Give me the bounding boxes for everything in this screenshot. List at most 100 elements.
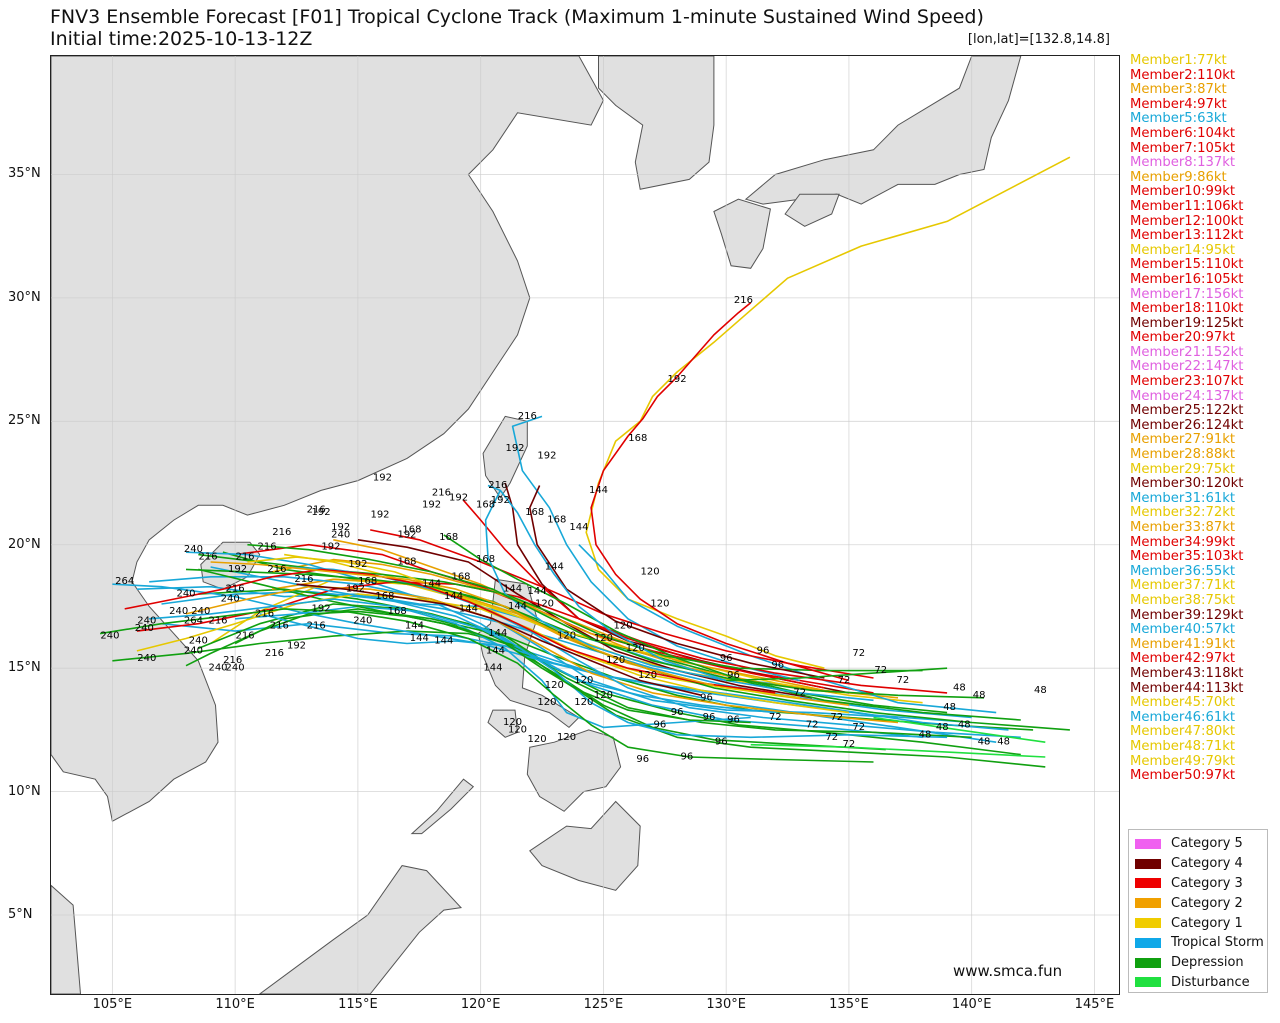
forecast-hour-label: 120: [557, 732, 576, 743]
member-entry: Member48:71kt: [1130, 738, 1236, 754]
chart-title: FNV3 Ensemble Forecast [F01] Tropical Cy…: [50, 6, 984, 50]
taiwan-land: [482, 415, 528, 499]
forecast-hour-label: 168: [375, 591, 394, 602]
forecast-hour-label: 72: [830, 712, 843, 723]
member-entry: Member20:97kt: [1130, 330, 1236, 346]
forecast-hour-label: 216: [223, 655, 242, 666]
forecast-hour-label: 144: [503, 584, 522, 595]
forecast-hour-label: 192: [228, 564, 247, 575]
forecast-hour-label: 168: [628, 433, 647, 444]
forecast-hour-label: 96: [671, 707, 684, 718]
legend-entry: Disturbance: [1135, 973, 1267, 993]
member-entry: Member26:124kt: [1130, 417, 1244, 433]
forecast-hour-label: 192: [287, 640, 306, 651]
map-panel[interactable]: 48 48 48 48 48 48 48 48 48 72 72 72 72 72 72 72 72 72 72 72…: [50, 55, 1120, 995]
watermark: www.smca.fun: [953, 962, 1063, 980]
member-entry: Member23:107kt: [1130, 374, 1244, 390]
forecast-hour-label: 192: [321, 542, 340, 553]
lat-tick-label: 25°N: [8, 413, 41, 429]
member-entry: Member19:125kt: [1130, 315, 1244, 331]
forecast-hour-label: 144: [410, 633, 429, 644]
forecast-hour-label: 240: [226, 663, 245, 674]
lon-tick-label: 105°E: [92, 997, 133, 1012]
lat-tick-label: 35°N: [8, 166, 41, 182]
cyclone-track-32: [484, 490, 874, 702]
member-entry: Member14:95kt: [1130, 242, 1236, 258]
cyclone-track-37: [247, 543, 985, 699]
forecast-hour-label: 240: [184, 544, 203, 555]
lat-tick-label: 5°N: [8, 907, 33, 922]
forecast-hour-label: 192: [397, 529, 416, 540]
member-entry: Member49:79kt: [1130, 753, 1236, 769]
member-entry: Member33:87kt: [1130, 520, 1236, 535]
forecast-hour-label: 240: [137, 616, 156, 627]
member-list: Member1:77kt Member2:110kt Member3:87kt Mem…: [1130, 53, 1244, 784]
forecast-hour-label: 96: [771, 660, 784, 671]
lat-tick-label: 10°N: [8, 783, 41, 799]
lat-tick-label: 30°N: [8, 289, 41, 305]
member-entry: Member47:80kt: [1130, 724, 1236, 740]
lon-tick-label: 115°E: [338, 997, 378, 1012]
legend-swatch: [1135, 878, 1161, 889]
member-entry: Member11:106kt: [1130, 198, 1244, 214]
forecast-hour-label: 240: [221, 594, 240, 605]
forecast-hour-label: 216: [265, 648, 284, 659]
forecast-hour-label: 96: [727, 715, 740, 726]
cursor-coordinates: [lon,lat]=[132.8,14.8]: [967, 32, 1110, 47]
cyclone-track-33: [528, 485, 825, 679]
forecast-hour-label: 96: [727, 670, 740, 681]
member-entry: Member16:105kt: [1130, 271, 1244, 287]
forecast-hour-label: 168: [451, 571, 470, 582]
forecast-hour-label: 72: [852, 722, 865, 733]
forecast-hour-label: 216: [255, 608, 274, 619]
forecast-hour-label: 120: [638, 670, 657, 681]
palawan-land: [410, 778, 475, 835]
lat-tick-label: 15°N: [8, 660, 41, 676]
member-entry: Member4:97kt: [1130, 96, 1227, 112]
cyclone-track-38: [149, 598, 751, 729]
forecast-hour-label: 216: [518, 411, 537, 422]
forecast-hour-label: 120: [574, 697, 593, 708]
forecast-hour-label: 144: [444, 591, 463, 602]
cyclone-track-13: [578, 544, 997, 714]
forecast-hour-label: 96: [715, 737, 728, 748]
forecast-hour-label: 192: [312, 507, 331, 518]
member-entry: Member27:91kt: [1130, 432, 1236, 448]
forecast-hour-label: 168: [402, 524, 421, 535]
cyclone-track-48: [296, 583, 702, 697]
forecast-hour-label: 48: [953, 682, 966, 693]
forecast-hour-label: 120: [594, 633, 613, 644]
forecast-hour-label: 216: [294, 574, 313, 585]
legend-label: Category 4: [1171, 856, 1243, 872]
legend-swatch: [1135, 957, 1161, 968]
forecast-hour-label: 240: [100, 631, 119, 642]
member-entry: Member1:77kt: [1130, 53, 1227, 68]
forecast-hour-label: 216: [734, 295, 753, 306]
land-layer: [51, 56, 1022, 994]
malaya-land: [51, 884, 82, 994]
member-entry: Member15:110kt: [1130, 257, 1244, 273]
member-entry: Member45:70kt: [1130, 695, 1236, 711]
member-entry: Member42:97kt: [1130, 651, 1236, 667]
forecast-hour-label: 120: [626, 643, 645, 654]
forecast-hour-label: 240: [191, 606, 210, 617]
cyclone-track-11: [511, 415, 800, 682]
lon-tick-label: 125°E: [583, 997, 624, 1012]
legend-label: Category 1: [1171, 915, 1243, 931]
member-entry: Member2:110kt: [1130, 67, 1236, 83]
cyclone-track-43: [750, 743, 1046, 758]
member-entry: Member38:75kt: [1130, 592, 1236, 608]
forecast-hour-label: 168: [439, 532, 458, 543]
member-entry: Member21:152kt: [1130, 344, 1244, 360]
forecast-hour-label: 264: [184, 616, 203, 627]
track-layer: [99, 156, 1071, 768]
forecast-hour-label: 216: [307, 505, 326, 516]
member-entry: Member12:100kt: [1130, 213, 1244, 229]
legend-entry: Depression: [1135, 953, 1267, 973]
forecast-hour-label: 216: [270, 621, 289, 632]
cyclone-track-50: [185, 610, 751, 724]
cyclone-track-36: [185, 585, 899, 724]
forecast-hour-label: 144: [486, 645, 505, 656]
